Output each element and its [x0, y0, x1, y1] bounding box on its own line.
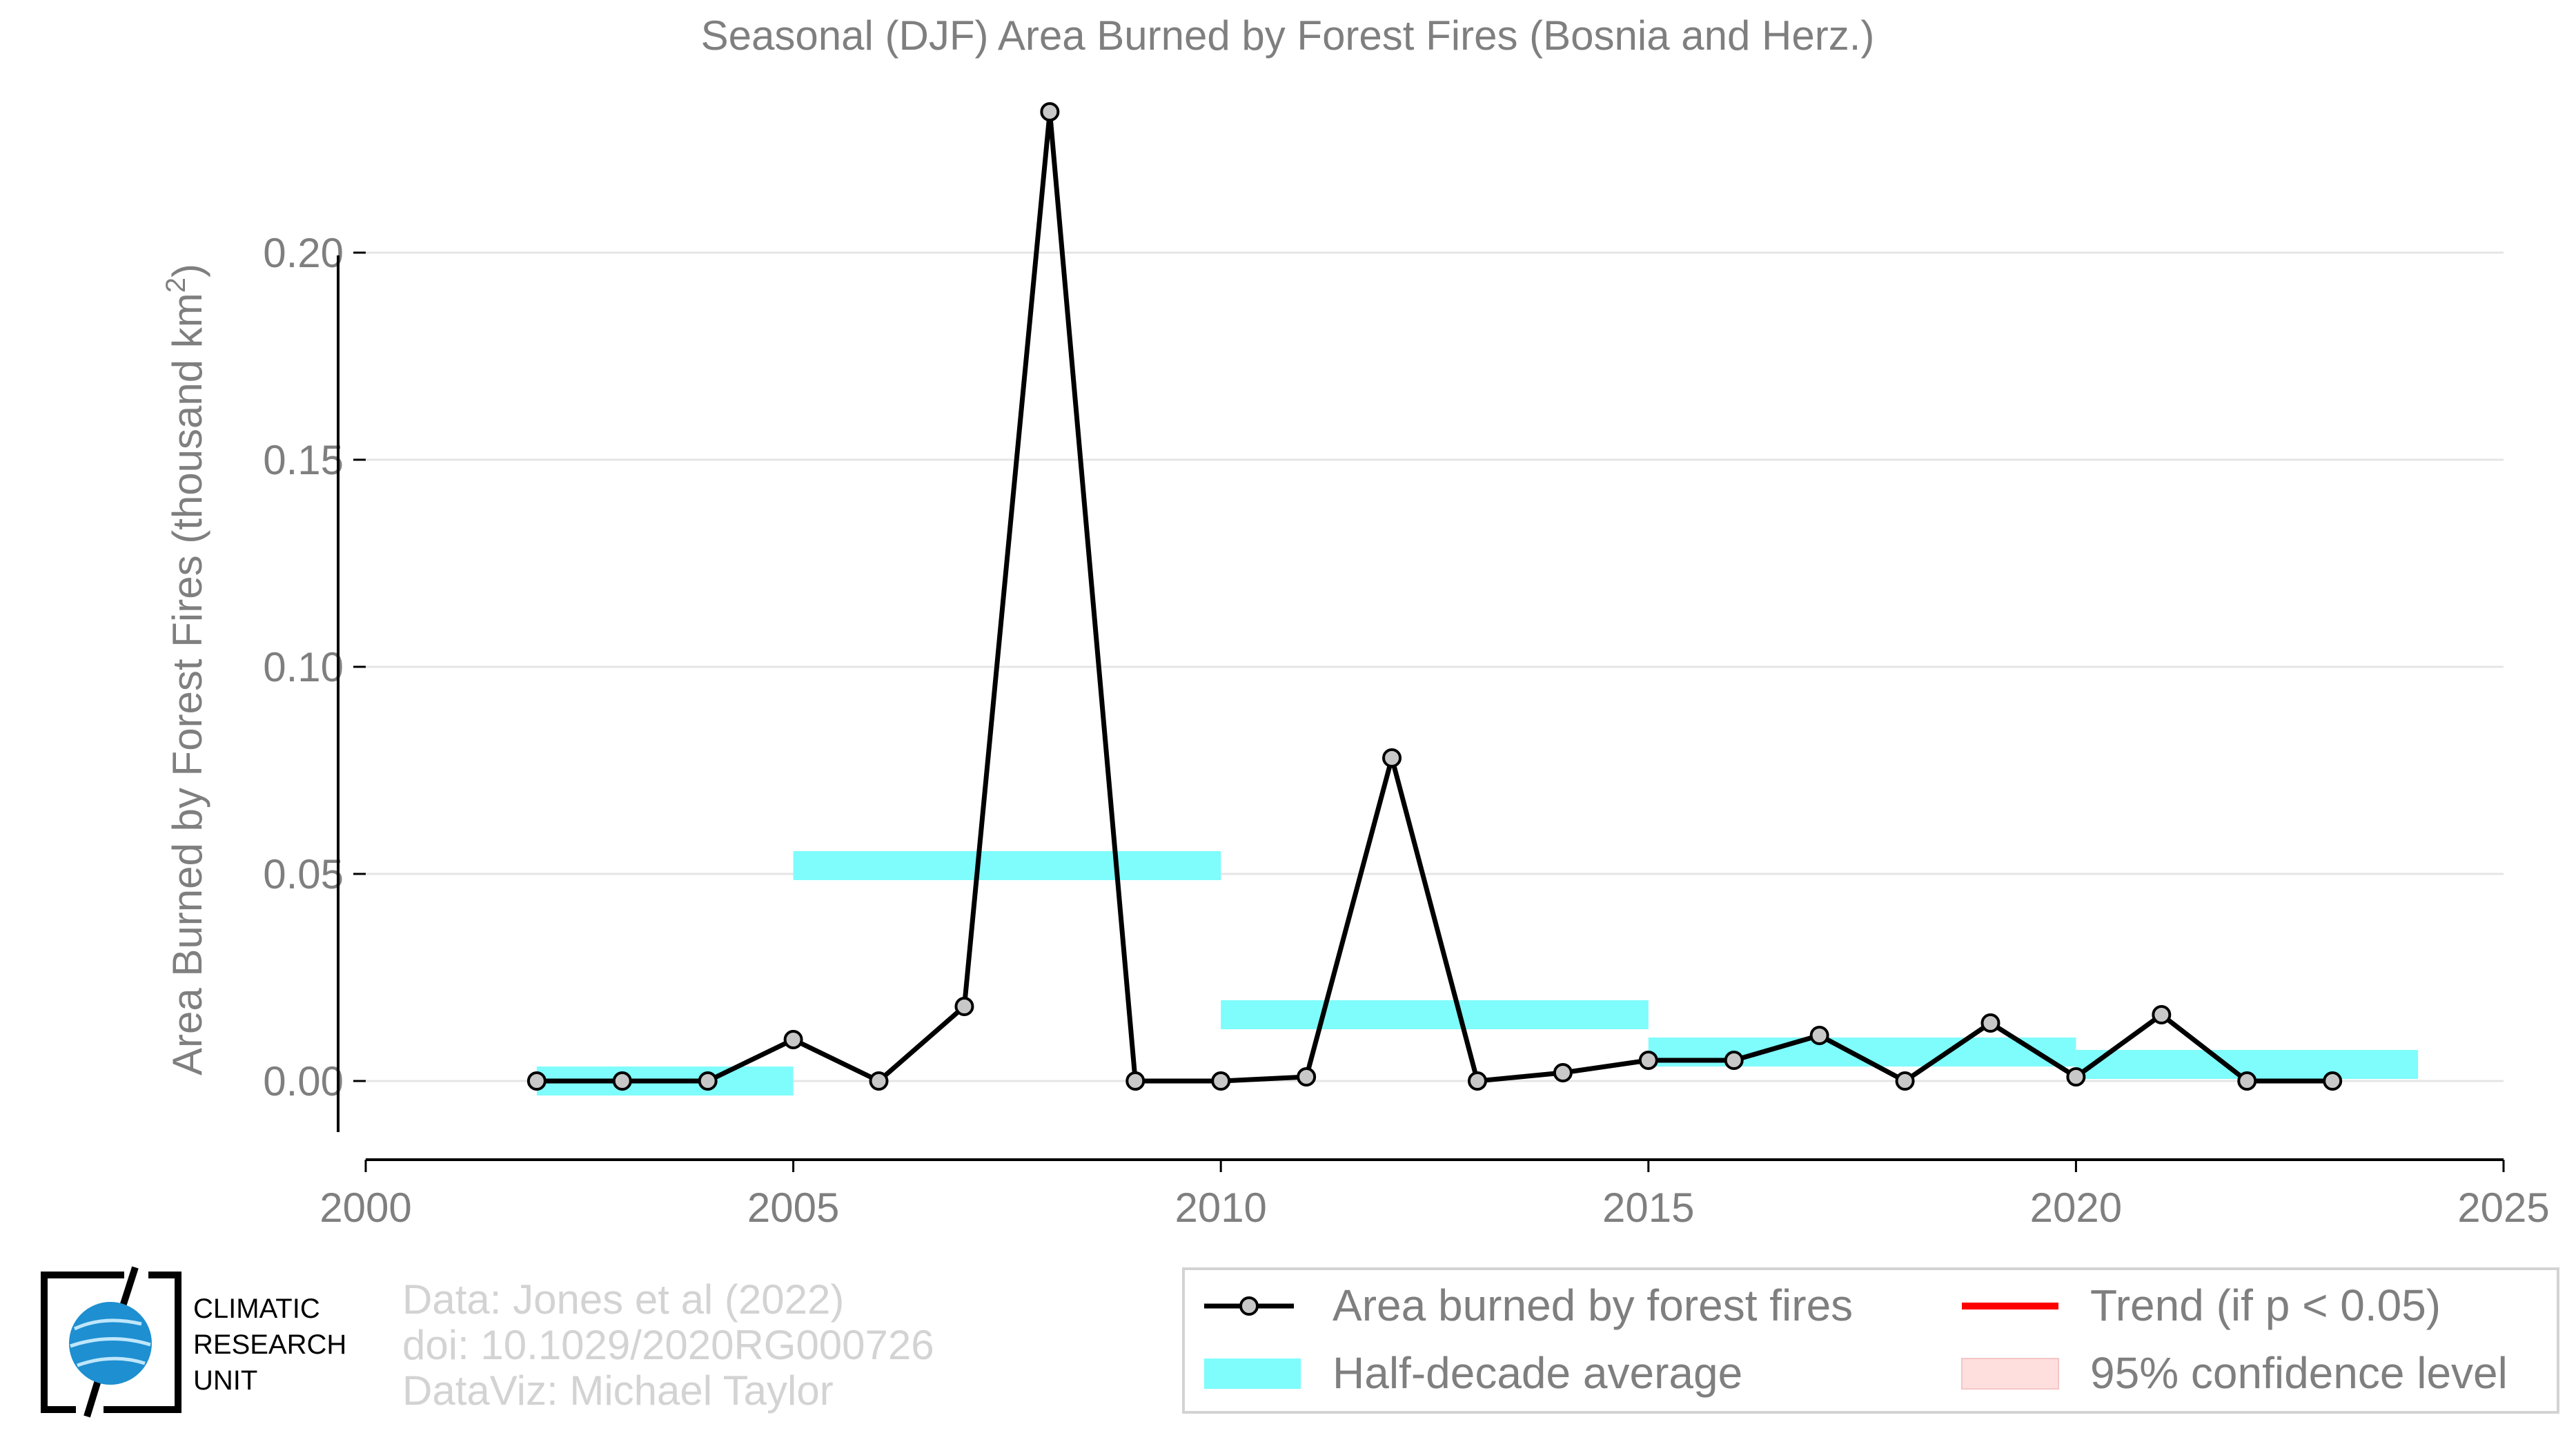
data-point — [1382, 748, 1402, 768]
globe-wave-1 — [73, 1318, 142, 1331]
data-point — [612, 1071, 632, 1091]
legend: Area burned by forest fires Trend (if p <… — [1182, 1267, 2559, 1414]
data-credit: Data: Jones et al (2022) doi: 10.1029/20… — [402, 1277, 934, 1414]
grid-lines — [366, 251, 2504, 1082]
x-tick-label: 2015 — [1602, 1185, 1694, 1231]
legend-swatch-band — [1204, 1359, 1301, 1389]
data-point — [2323, 1071, 2343, 1091]
data-point — [869, 1071, 889, 1091]
data-source: Data: Jones et al (2022) — [402, 1276, 845, 1323]
legend-swatch-marker — [1239, 1296, 1259, 1316]
data-point — [698, 1071, 718, 1091]
data-point — [1638, 1051, 1658, 1070]
legend-label: Half-decade average — [1333, 1348, 1742, 1398]
data-point — [2066, 1067, 2086, 1087]
logo-slash-top — [119, 1266, 139, 1307]
y-axis-label-superscript: 2 — [161, 277, 191, 293]
data-point — [1980, 1013, 2000, 1033]
x-tick-label: 2025 — [2457, 1185, 2549, 1231]
y-tick-label: 0.10 — [263, 644, 344, 690]
data-point — [954, 997, 974, 1016]
data-point — [2237, 1071, 2257, 1091]
dataviz-credit: DataViz: Michael Taylor — [402, 1367, 834, 1414]
half-decade-bar — [793, 851, 1221, 880]
chart-title: Seasonal (DJF) Area Burned by Forest Fir… — [701, 12, 1875, 59]
x-tick-label: 2005 — [747, 1185, 839, 1231]
globe-wave-3 — [77, 1356, 146, 1367]
data-point — [1297, 1067, 1317, 1087]
logo-slash-bottom — [83, 1379, 101, 1418]
legend-label: Trend (if p < 0.05) — [2090, 1280, 2441, 1330]
data-point — [2152, 1005, 2172, 1024]
data-point — [1809, 1026, 1829, 1045]
logo-bracket-right — [104, 1272, 181, 1413]
data-point — [783, 1030, 803, 1049]
x-tick-label: 2020 — [2030, 1185, 2122, 1231]
y-tick-label: 0.00 — [263, 1058, 344, 1104]
legend-label: Area burned by forest fires — [1333, 1280, 1853, 1330]
series-area-burned — [527, 102, 2343, 1091]
data-point — [1895, 1071, 1915, 1091]
y-tick-label: 0.20 — [263, 230, 344, 276]
half-decade-bar — [1221, 1000, 1649, 1029]
data-point — [1040, 102, 1060, 121]
logo-text-line3: UNIT — [193, 1365, 258, 1396]
half-decade-bars — [536, 851, 2419, 1095]
data-point — [1553, 1063, 1573, 1082]
y-axis-label: Area Burned by Forest Fires (thousand km… — [161, 264, 210, 1075]
y-tick-label: 0.05 — [263, 851, 344, 897]
axes: 0.00 0.05 0.10 0.15 0.20 2000 2005 2010 2015 2020… — [263, 230, 2550, 1231]
data-point — [1467, 1071, 1487, 1091]
x-tick-label: 2010 — [1174, 1185, 1266, 1231]
data-point — [1724, 1051, 1744, 1070]
x-tick-label: 2000 — [319, 1185, 411, 1231]
globe-wave-2 — [70, 1336, 151, 1348]
legend-box — [1182, 1267, 2559, 1414]
cru-logo — [41, 1266, 181, 1418]
logo-text: CLIMATIC RESEARCH UNIT — [193, 1291, 346, 1399]
logo-bracket-left — [41, 1272, 124, 1413]
logo-text-line1: CLIMATIC — [193, 1294, 320, 1324]
doi-link[interactable]: doi: 10.1029/2020RG000726 — [402, 1322, 934, 1368]
y-tick-label: 0.15 — [263, 437, 344, 483]
y-axis-label-close: ) — [164, 264, 210, 277]
series-line — [536, 109, 2333, 1084]
logo-text-line2: RESEARCH — [193, 1330, 347, 1360]
legend-label: 95% confidence level — [2090, 1348, 2508, 1398]
data-point — [527, 1071, 547, 1091]
legend-swatch-band — [1961, 1358, 2059, 1390]
data-point — [1211, 1071, 1231, 1091]
data-point — [1125, 1071, 1146, 1091]
